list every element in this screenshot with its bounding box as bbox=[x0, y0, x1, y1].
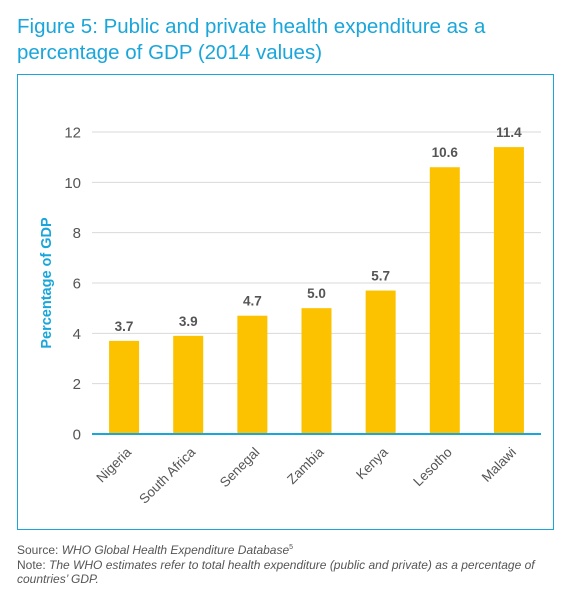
note-line: Note: The WHO estimates refer to total h… bbox=[17, 558, 562, 587]
data-label: 10.6 bbox=[432, 145, 459, 160]
bar bbox=[109, 340, 140, 434]
bar-chart: 0 2 4 6 8 10 12 Percentage of GDP 3.7 Nigeria 3.9 S… bbox=[39, 125, 541, 507]
data-label: 5.0 bbox=[307, 286, 326, 301]
data-label: 11.4 bbox=[496, 125, 522, 140]
figure-title: Figure 5: Public and private health expe… bbox=[17, 15, 486, 64]
chart-frame: 0 2 4 6 8 10 12 Percentage of GDP 3.7 Nigeria 3.9 S… bbox=[17, 74, 554, 530]
data-label: 5.7 bbox=[371, 269, 390, 284]
note-text: The WHO estimates refer to total health … bbox=[17, 557, 535, 587]
x-tick-label: Senegal bbox=[217, 445, 263, 491]
y-tick-label: 4 bbox=[73, 326, 81, 343]
x-tick-label: Nigeria bbox=[93, 444, 134, 485]
bar bbox=[173, 335, 204, 434]
data-label: 3.7 bbox=[115, 319, 134, 334]
y-tick-label: 6 bbox=[73, 276, 81, 293]
x-tick-label: Kenya bbox=[353, 444, 391, 482]
y-tick-label: 0 bbox=[73, 427, 81, 444]
data-label: 3.9 bbox=[179, 314, 198, 329]
y-tick-label: 12 bbox=[64, 125, 81, 142]
x-tick-label: Malawi bbox=[479, 445, 519, 485]
note-prefix: Note: bbox=[17, 557, 50, 572]
x-tick-label: Zambia bbox=[284, 444, 327, 487]
source-text: WHO Global Health Expenditure Database bbox=[61, 543, 290, 557]
bar bbox=[237, 315, 268, 434]
source-prefix: Source: bbox=[17, 543, 62, 557]
y-tick-label: 10 bbox=[64, 175, 81, 192]
source-line: Source: WHO Global Health Expenditure Da… bbox=[17, 541, 562, 558]
bar bbox=[365, 290, 396, 434]
x-tick-label: Lesotho bbox=[410, 445, 455, 490]
source-ref: 5 bbox=[289, 544, 294, 551]
y-tick-label: 2 bbox=[73, 376, 81, 393]
bar bbox=[301, 308, 332, 434]
data-label: 4.7 bbox=[243, 294, 262, 309]
figure-notes: Source: WHO Global Health Expenditure Da… bbox=[17, 541, 562, 587]
bar bbox=[429, 167, 460, 434]
x-tick-label: South Africa bbox=[136, 444, 198, 506]
bar bbox=[493, 147, 524, 434]
y-axis-title: Percentage of GDP bbox=[39, 217, 55, 349]
y-tick-label: 8 bbox=[73, 225, 81, 242]
